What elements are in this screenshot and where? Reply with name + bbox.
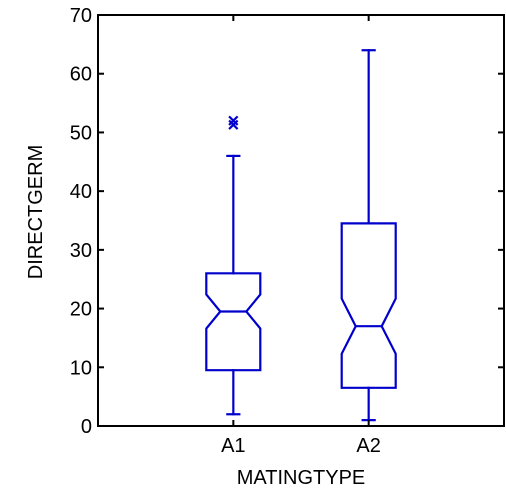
- axes: 0 10 20 30 40 50 60 70 A1 A2: [70, 5, 505, 457]
- y-tick-label: 70: [70, 5, 92, 27]
- y-tick-label: 30: [70, 240, 92, 262]
- outlier-point: [228, 115, 239, 126]
- y-tick-label: 60: [70, 64, 92, 86]
- y-axis-label: DIRECTGERM: [25, 145, 47, 279]
- y-tick-label: 10: [70, 357, 92, 379]
- notched-box: [340, 222, 397, 389]
- x-axis-label: MATINGTYPE: [237, 467, 366, 489]
- y-tick-label: 20: [70, 299, 92, 321]
- notched-box: [205, 272, 262, 372]
- outlier-stroke: [228, 115, 239, 126]
- x-tick-label: A2: [356, 435, 380, 457]
- y-tick-label: 50: [70, 122, 92, 144]
- plot-area: [205, 49, 397, 422]
- y-tick-label: 40: [70, 181, 92, 203]
- y-tick-label: 0: [81, 416, 92, 438]
- plot-frame: [97, 14, 505, 427]
- box-a2: [340, 49, 397, 422]
- x-tick-label: A1: [221, 435, 245, 457]
- box-a1: [205, 115, 262, 416]
